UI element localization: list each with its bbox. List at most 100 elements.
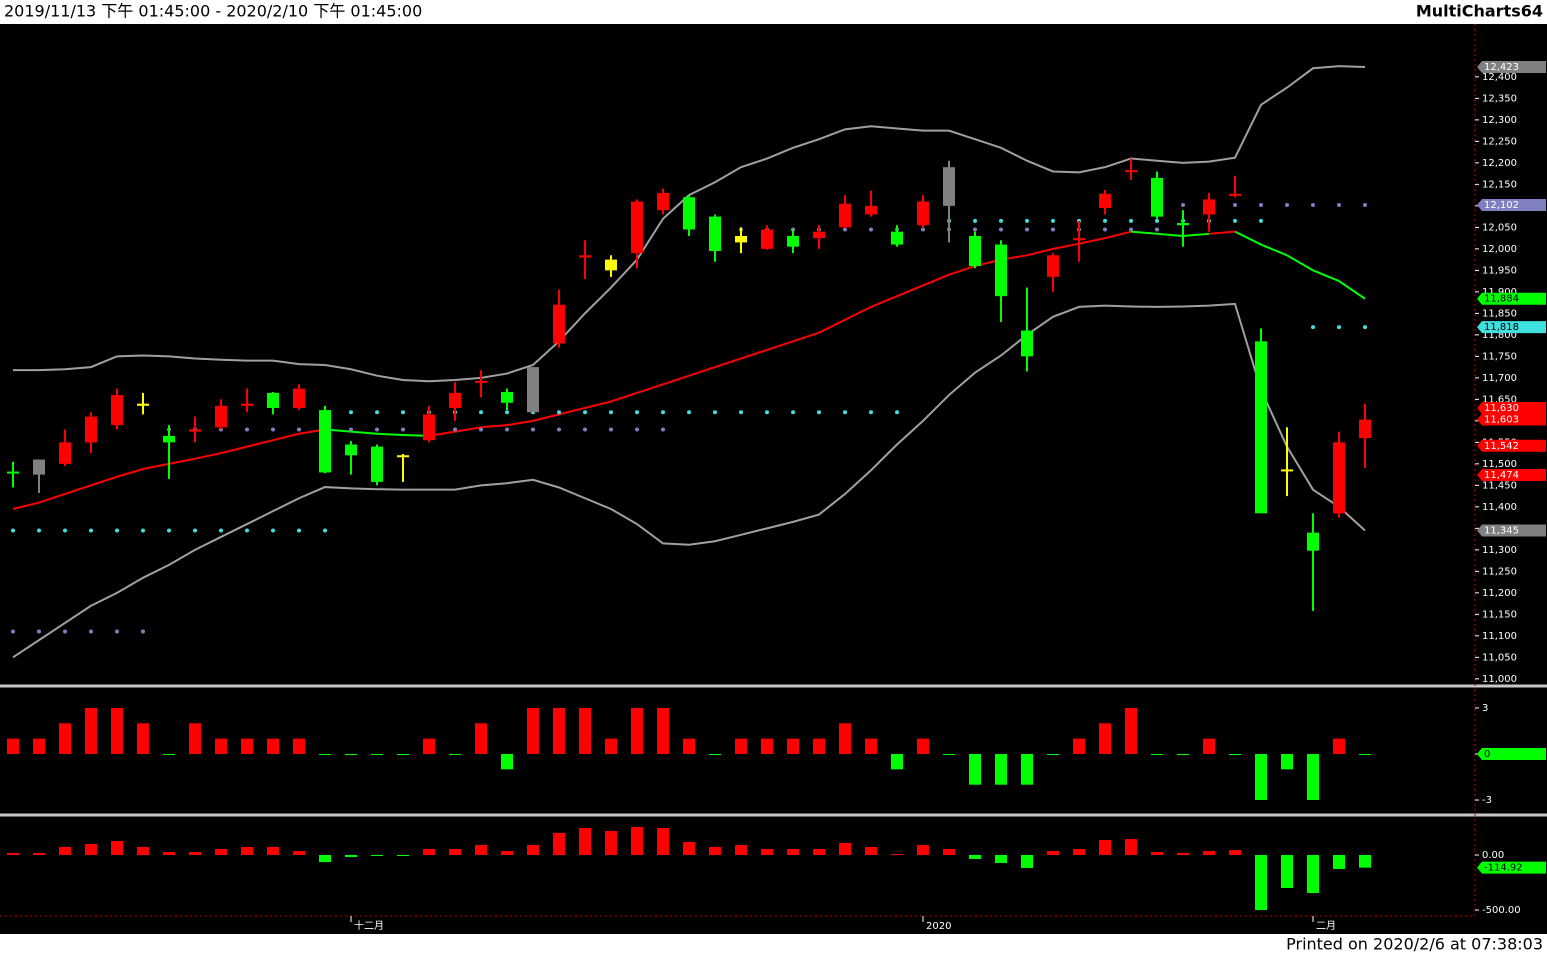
- level-dot: [817, 410, 821, 415]
- price-marker: [1477, 861, 1546, 874]
- candle-body: [267, 392, 279, 408]
- histogram-bar: [1099, 840, 1111, 855]
- level-dot: [297, 528, 301, 533]
- candle-body: [1333, 442, 1345, 514]
- level-dot: [479, 427, 483, 432]
- histogram-bar: [59, 723, 71, 754]
- histogram-bar: [1177, 753, 1189, 755]
- middle-band: [1104, 230, 1132, 240]
- middle-band: [1156, 232, 1184, 237]
- y-tick-label: 11,200: [1482, 588, 1517, 599]
- candle-body: [579, 255, 591, 258]
- candle-body: [33, 459, 45, 475]
- level-dot: [1025, 227, 1029, 232]
- histogram-bar: [579, 707, 591, 754]
- level-dot: [453, 427, 457, 432]
- y-tick-label: 11,100: [1482, 631, 1517, 642]
- y-tick-label: 11,950: [1482, 265, 1517, 276]
- histogram-bar: [553, 707, 565, 754]
- candle-body: [943, 167, 955, 206]
- level-dot: [739, 410, 743, 415]
- histogram-bar: [553, 832, 565, 855]
- histogram-bar: [111, 707, 123, 754]
- level-dot: [609, 427, 613, 432]
- histogram-bar: [683, 738, 695, 754]
- histogram-bar: [1073, 738, 1085, 754]
- level-dot: [609, 410, 613, 415]
- histogram-bar: [735, 738, 747, 754]
- y-tick-label: 12,150: [1482, 179, 1517, 190]
- level-dot: [921, 227, 925, 232]
- histogram-bar: [319, 753, 331, 755]
- y-tick-label: 11,400: [1482, 502, 1517, 513]
- level-dot: [1285, 203, 1289, 208]
- histogram-bar: [1151, 852, 1163, 855]
- candle-body: [553, 304, 565, 344]
- y-tick-label: 12,200: [1482, 158, 1517, 169]
- histogram-bar: [59, 846, 71, 855]
- price-marker: [1477, 401, 1546, 414]
- middle-band: [922, 273, 950, 287]
- histogram-bar: [865, 846, 877, 855]
- price-marker-label: 11,818: [1484, 322, 1519, 333]
- candle-body: [59, 442, 71, 464]
- level-dot: [661, 427, 665, 432]
- middle-band: [610, 391, 638, 403]
- histogram-bar: [267, 846, 279, 855]
- candle-body: [1125, 170, 1137, 173]
- level-dot: [271, 427, 275, 432]
- y-tick-label: 11,050: [1482, 652, 1517, 663]
- histogram-bar: [423, 848, 435, 855]
- level-dot: [1103, 227, 1107, 232]
- histogram-bar: [839, 723, 851, 754]
- brand: MultiCharts64: [1416, 2, 1543, 21]
- candle-body: [1281, 469, 1293, 472]
- histogram-bar: [1125, 839, 1137, 855]
- histogram-bar: [631, 826, 643, 855]
- middle-band: [506, 419, 534, 427]
- level-dot: [401, 410, 405, 415]
- histogram-bar: [787, 738, 799, 754]
- level-dot: [349, 427, 353, 432]
- level-dot: [11, 629, 15, 634]
- level-dot: [557, 410, 561, 415]
- level-dot: [1311, 203, 1315, 208]
- y-tick-label: 11,800: [1482, 330, 1517, 341]
- histogram-bar: [1073, 848, 1085, 855]
- level-dot: [505, 410, 509, 415]
- level-dot: [89, 629, 93, 634]
- price-marker: [1477, 199, 1546, 212]
- histogram-bar: [33, 738, 45, 754]
- y-tick-label: 11,700: [1482, 373, 1517, 384]
- middle-band: [1078, 237, 1106, 245]
- date-range: 2019/11/13 下午 01:45:00 - 2020/2/10 下午 01…: [4, 2, 422, 21]
- histogram-bar: [1333, 854, 1345, 869]
- histogram-bar: [1333, 738, 1345, 754]
- middle-band: [454, 426, 482, 433]
- level-dot: [1051, 227, 1055, 232]
- histogram-bar: [1281, 854, 1293, 889]
- middle-band: [714, 357, 742, 369]
- level-dot: [323, 528, 327, 533]
- level-dot: [583, 427, 587, 432]
- candle-body: [735, 235, 747, 243]
- histogram-bar: [527, 844, 539, 855]
- histogram-bar: [1099, 723, 1111, 754]
- histogram-bar: [293, 738, 305, 754]
- level-dot: [661, 410, 665, 415]
- level-dot: [765, 410, 769, 415]
- histogram-bar: [449, 848, 461, 855]
- histogram-bar: [85, 707, 97, 754]
- candle-body: [1255, 341, 1267, 514]
- y-tick-label: -3: [1482, 795, 1492, 806]
- histogram-bar: [7, 853, 19, 855]
- histogram-bar: [475, 723, 487, 754]
- candle-body: [293, 388, 305, 408]
- histogram-bar: [475, 844, 487, 855]
- price-marker: [1477, 747, 1546, 760]
- middle-band: [90, 475, 118, 487]
- level-dot: [115, 629, 119, 634]
- candle-body: [1151, 177, 1163, 217]
- level-dot: [869, 410, 873, 415]
